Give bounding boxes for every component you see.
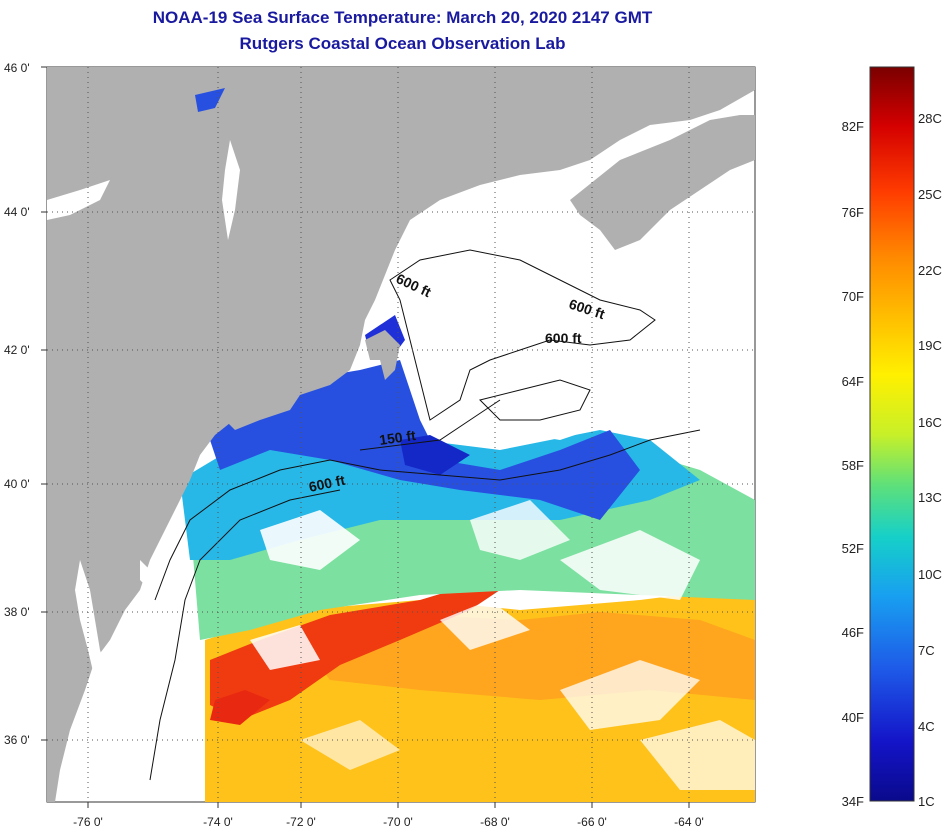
lat-label-42: 42 0' [4, 343, 30, 357]
gulf-stream-red-2 [210, 690, 270, 725]
contour-shelf-inner [154, 459, 381, 601]
lat-label-38: 38 0' [4, 605, 30, 619]
colorbar-c-16: 16C [918, 415, 942, 430]
land-long-island [225, 395, 300, 430]
colorbar-f-34: 34F [842, 794, 864, 809]
lat-label-36: 36 0' [4, 733, 30, 747]
cloud-patch-3 [560, 530, 700, 600]
cloud-patch-8 [300, 720, 400, 770]
lat-label-40: 40 0' [4, 477, 30, 491]
lon-label-66: -66 0' [577, 815, 607, 829]
colorbar-f-40: 40F [842, 710, 864, 725]
chesapeake-bay [75, 560, 115, 705]
contour-600ft-gom [389, 249, 656, 421]
cloud-patch-2 [470, 500, 570, 560]
cloud-patch-6 [640, 720, 755, 790]
contour-600ft-shelf-break [379, 429, 701, 481]
bathymetry-contours [149, 249, 701, 781]
land-us-northeast [47, 67, 755, 802]
gulf-stream-red [210, 585, 500, 720]
colorbar-c-19: 19C [918, 338, 942, 353]
colorbar-f-58: 58F [842, 458, 864, 473]
inland-lake [195, 88, 225, 112]
contour-label-4: 150 ft [378, 427, 417, 448]
contour-label-3: 600 ft [545, 330, 582, 346]
colorbar-c-25: 25C [918, 187, 942, 202]
axis-ticks [41, 66, 690, 808]
colorbar-c-1: 1C [918, 794, 935, 809]
colorbar-f-64: 64F [842, 374, 864, 389]
cloud-patch-1 [260, 510, 360, 570]
lon-label-70: -70 0' [383, 815, 413, 829]
colorbar [869, 66, 915, 802]
colorbar-f-70: 70F [842, 289, 864, 304]
land-cape-cod [365, 330, 400, 380]
cold-blue-patch [400, 435, 470, 475]
lat-label-44: 44 0' [4, 205, 30, 219]
colorbar-f-76: 76F [842, 205, 864, 220]
lon-label-76: -76 0' [73, 815, 103, 829]
map-title: NOAA-19 Sea Surface Temperature: March 2… [152, 8, 653, 27]
lat-label-46: 46 0' [4, 61, 30, 75]
colorbar-f-46: 46F [842, 625, 864, 640]
lake-champlain [222, 140, 240, 240]
contour-label-5: 600 ft [307, 472, 346, 495]
delaware-bay [140, 560, 155, 590]
colorbar-c-22: 22C [918, 263, 942, 278]
contour-shelf-outer [149, 489, 341, 781]
map-content [47, 67, 755, 802]
graticule [47, 67, 755, 802]
colorbar-c-4: 4C [918, 719, 935, 734]
cloud-patch-7 [250, 625, 320, 670]
land-nova-scotia [570, 115, 755, 250]
great-lake-ontario [47, 180, 110, 220]
map-subtitle: Rutgers Coastal Ocean Observation Lab [239, 34, 566, 53]
lon-label-74: -74 0' [203, 815, 233, 829]
contour-150ft [359, 399, 501, 451]
colorbar-c-28: 28C [918, 111, 942, 126]
colorbar-c-10: 10C [918, 567, 942, 582]
cloud-patch-5 [560, 660, 700, 730]
lon-label-72: -72 0' [286, 815, 316, 829]
colorbar-f-82: 82F [842, 119, 864, 134]
lon-label-64: -64 0' [674, 815, 704, 829]
colorbar-c-13: 13C [918, 490, 942, 505]
contour-georges [479, 379, 591, 421]
colorbar-c-7: 7C [918, 643, 935, 658]
colorbar-f-52: 52F [842, 541, 864, 556]
lon-label-68: -68 0' [480, 815, 510, 829]
